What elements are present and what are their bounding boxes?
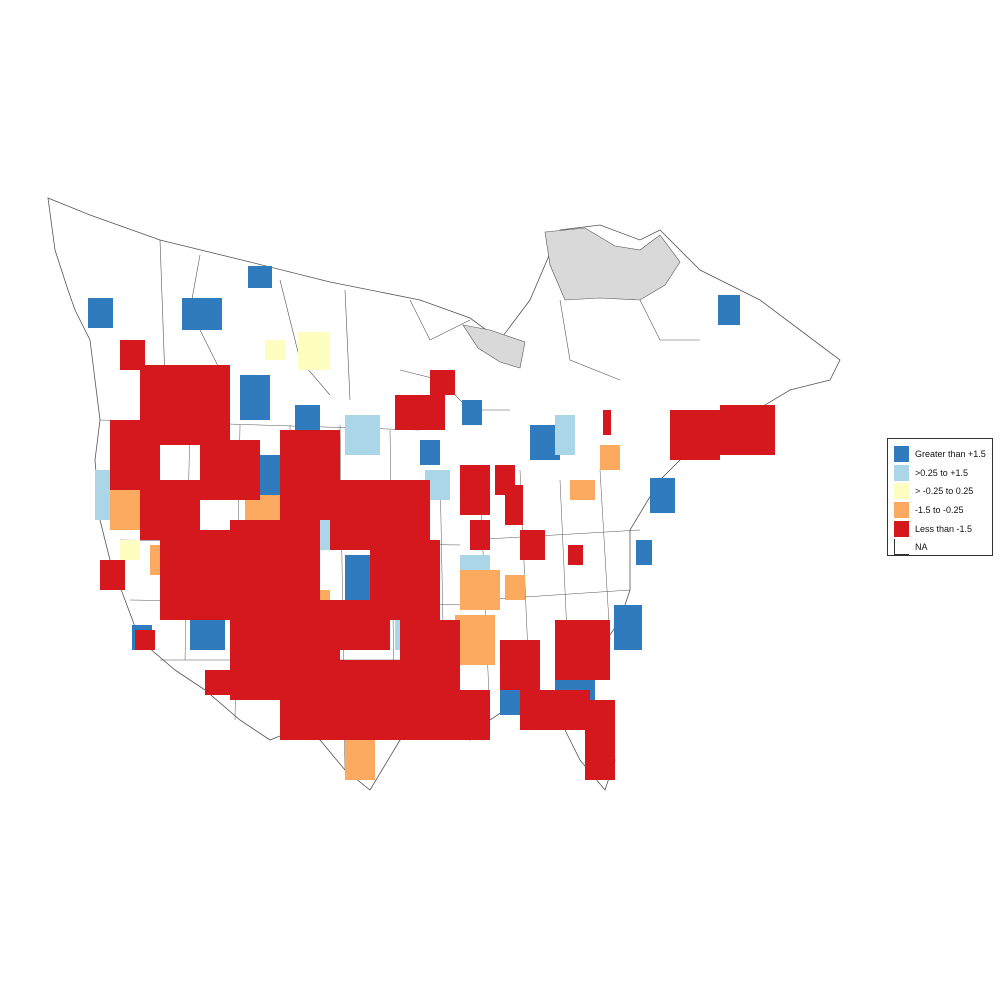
legend-label: NA — [915, 542, 928, 553]
legend-item-na: NA — [894, 538, 992, 557]
legend-item-lt15: Less than -1.5 — [894, 519, 992, 538]
data-class-gt15 — [88, 266, 740, 715]
legend-swatch — [894, 502, 909, 519]
legend-item-mid: > -0.25 to 0.25 — [894, 482, 992, 501]
legend-swatch — [894, 483, 909, 500]
legend-swatch — [894, 539, 909, 556]
legend-item-n025: -1.5 to -0.25 — [894, 501, 992, 520]
legend-item-gt15: Greater than +1.5 — [894, 445, 992, 464]
legend-swatch — [894, 464, 909, 481]
legend: Greater than +1.5 >0.25 to +1.5 > -0.25 … — [887, 438, 993, 556]
legend-swatch — [894, 446, 909, 463]
legend-swatch — [894, 520, 909, 537]
legend-label: Less than -1.5 — [915, 523, 973, 534]
legend-label: >0.25 to +1.5 — [915, 467, 969, 478]
na-region-ontario — [462, 324, 526, 369]
legend-item-p025: >0.25 to +1.5 — [894, 464, 992, 483]
data-class-lt15 — [100, 340, 775, 780]
legend-label: > -0.25 to 0.25 — [915, 486, 974, 497]
na-region-quebec — [544, 227, 681, 301]
legend-label: Greater than +1.5 — [915, 449, 986, 460]
legend-label: -1.5 to -0.25 — [915, 505, 964, 516]
